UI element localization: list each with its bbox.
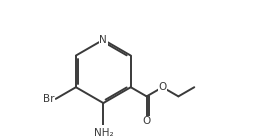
Text: NH₂: NH₂: [94, 128, 113, 138]
Text: N: N: [100, 35, 107, 45]
Text: Br: Br: [43, 94, 54, 104]
Text: O: O: [158, 82, 167, 92]
Text: O: O: [142, 116, 151, 126]
